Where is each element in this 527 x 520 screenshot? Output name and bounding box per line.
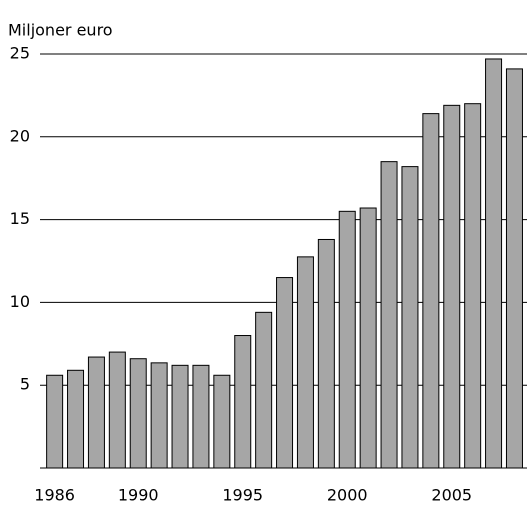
bar: [87, 356, 105, 469]
x-tick-label: 1995: [222, 486, 263, 505]
y-axis-label: Miljoner euro: [8, 21, 113, 40]
bar: [505, 68, 523, 469]
x-tick-label: 2000: [327, 486, 368, 505]
bar: [213, 374, 231, 469]
y-tick-label: 15: [10, 209, 30, 228]
y-tick-label: 25: [10, 44, 30, 63]
bar: [422, 113, 440, 469]
bar: [359, 207, 377, 469]
y-tick-label: 10: [10, 292, 30, 311]
bar: [46, 374, 64, 469]
bar: [401, 166, 419, 469]
bar: [108, 351, 126, 469]
bar: [192, 364, 210, 469]
bar: [317, 238, 335, 469]
bar: [129, 358, 147, 469]
bar: [485, 58, 503, 469]
bar: [380, 161, 398, 469]
bar: [296, 256, 314, 469]
bar: [338, 210, 356, 469]
bar: [443, 104, 461, 469]
bar: [255, 311, 273, 469]
y-tick-label: 5: [20, 375, 30, 394]
bar: [464, 103, 482, 469]
bar: [234, 335, 252, 469]
x-tick-label: 1990: [118, 486, 159, 505]
x-tick-label: 2005: [431, 486, 472, 505]
x-tick-label: 1986: [34, 486, 75, 505]
y-tick-label: 20: [10, 126, 30, 145]
bar: [150, 362, 168, 469]
bar: [171, 364, 189, 469]
bar: [276, 277, 294, 469]
bar: [67, 369, 85, 469]
